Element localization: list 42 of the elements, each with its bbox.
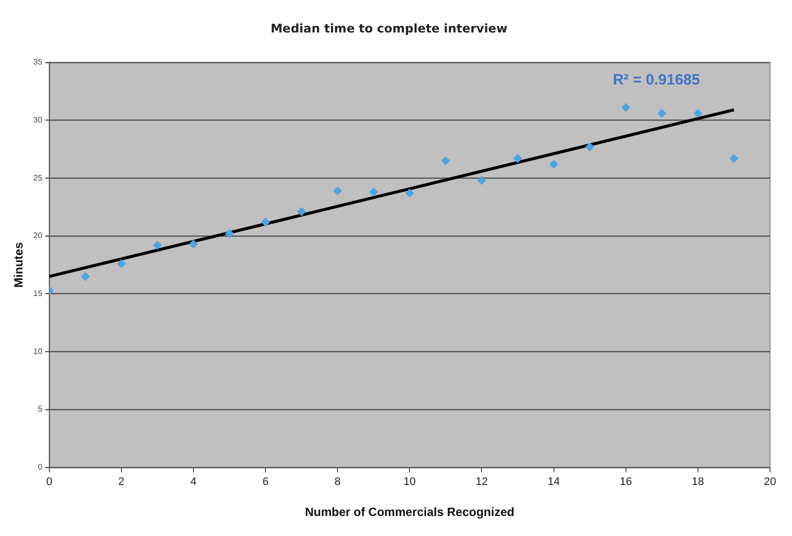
point (261, 218, 270, 227)
chart-title: Median time to complete interview (270, 21, 508, 36)
x-tick-label: 12 (476, 476, 488, 488)
point (188, 240, 198, 249)
y-tick-label: 35 (33, 58, 43, 67)
x-tick-label: 8 (334, 476, 341, 488)
y-tick-label: 5 (38, 404, 43, 414)
point (477, 176, 486, 185)
x-axis-title: Number of Commercials Recognized (304, 505, 514, 520)
y-tick-label: 10 (33, 346, 43, 356)
point (152, 240, 162, 250)
point (297, 207, 306, 216)
point (224, 229, 234, 238)
point (80, 272, 90, 281)
y-tick-label: 15 (33, 289, 43, 298)
point (405, 188, 414, 198)
y-axis-title: Minutes (12, 242, 26, 288)
x-tick-label: 0 (46, 476, 52, 488)
point (369, 188, 378, 196)
x-tick-label: 2 (118, 476, 124, 488)
x-tick-label: 16 (620, 476, 632, 488)
point (621, 103, 630, 112)
point (729, 154, 738, 163)
x-tick-label: 14 (548, 476, 560, 488)
x-tick-label: 6 (262, 476, 269, 488)
point (585, 142, 594, 152)
point (333, 186, 342, 196)
point (441, 156, 450, 166)
y-tick-label: 25 (33, 173, 43, 182)
annotation: R² = 0.91685 (612, 71, 700, 88)
y-tick-label: 20 (33, 231, 43, 240)
x-tick-label: 4 (190, 476, 196, 488)
point (116, 259, 126, 268)
x-tick-label: 20 (764, 476, 776, 488)
x-tick-label: 10 (404, 476, 416, 488)
point (693, 108, 702, 118)
point (513, 154, 522, 163)
point (549, 160, 558, 169)
y-tick-label: 30 (33, 115, 43, 124)
y-tick-label: 0 (38, 462, 43, 472)
x-tick-label: 18 (692, 476, 704, 488)
point (657, 108, 666, 118)
